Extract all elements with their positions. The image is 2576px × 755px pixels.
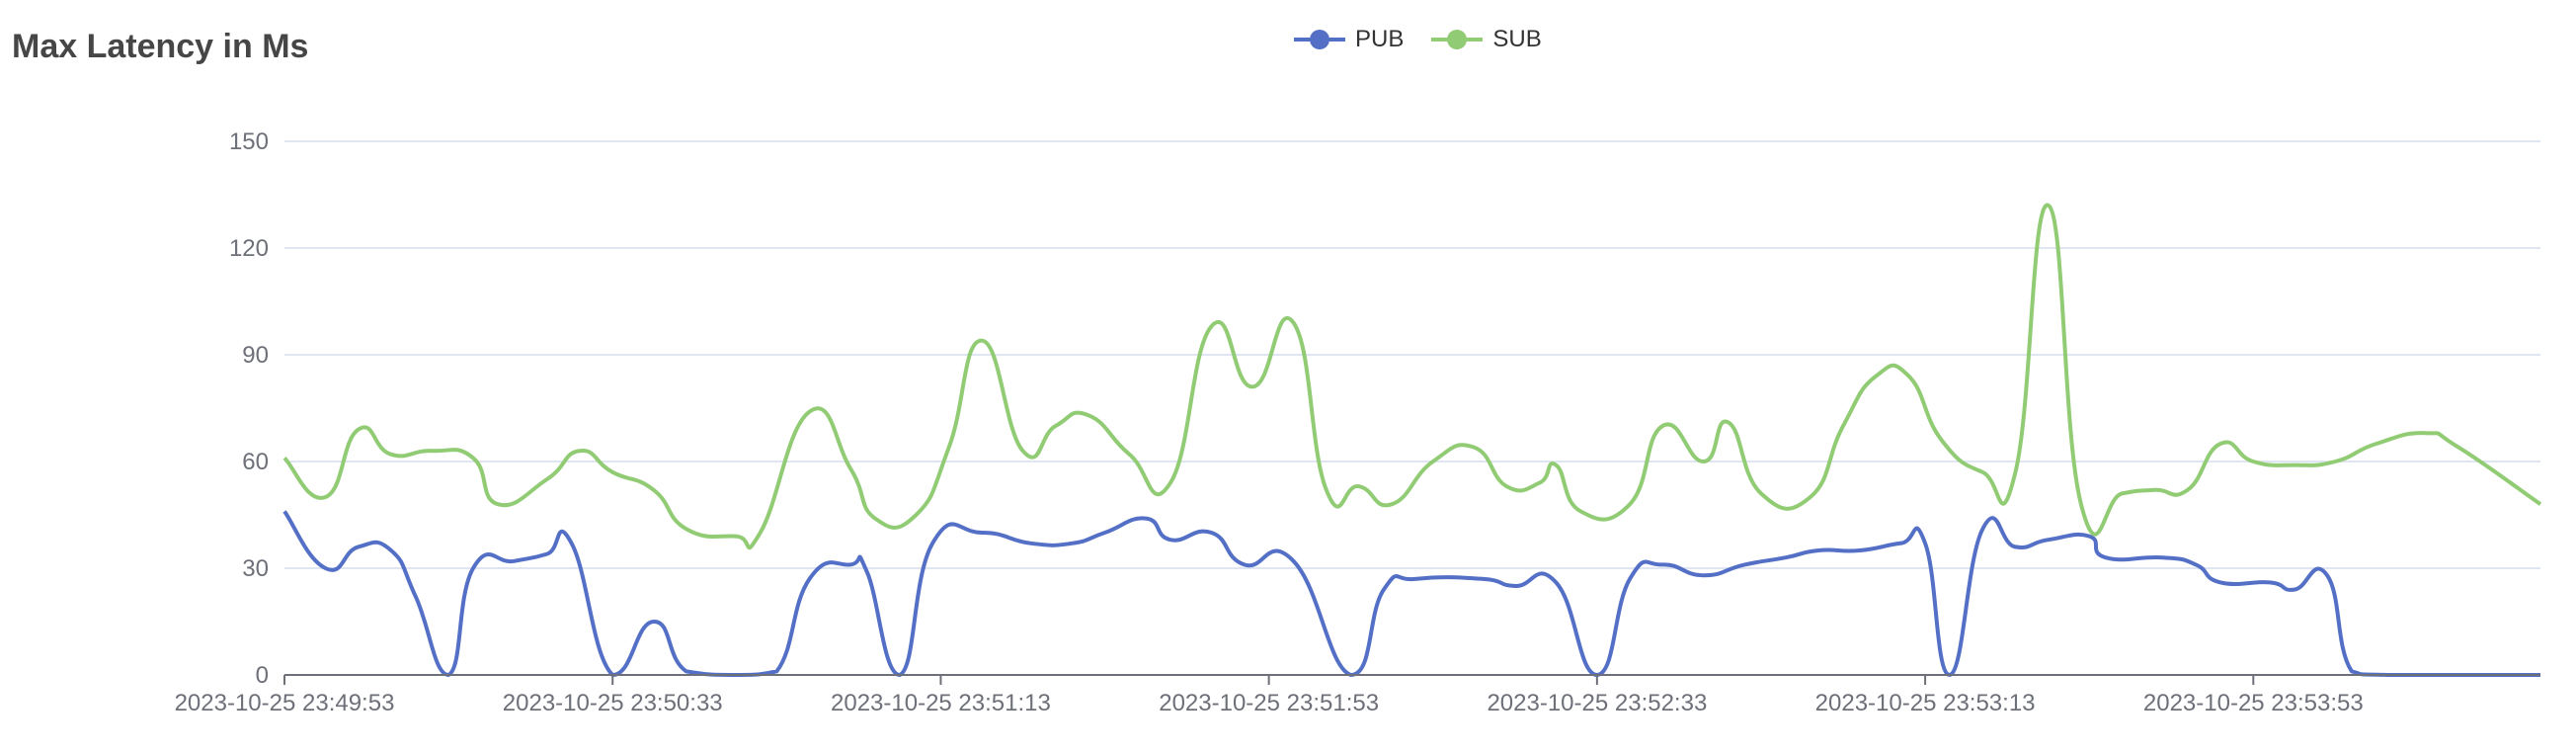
x-axis: 2023-10-25 23:49:53 2023-10-25 23:50:33 20… (175, 674, 2540, 716)
y-tick-label-60: 60 (242, 449, 269, 475)
x-tick-label-5: 2023-10-25 23:53:13 (1815, 690, 2036, 716)
x-tick-label-6: 2023-10-25 23:53:53 (2143, 690, 2364, 716)
series-line-sub (282, 203, 2542, 550)
legend-item-pub[interactable]: PUB (1294, 26, 1404, 53)
chart-title: Max Latency in Ms (12, 28, 309, 65)
chart-legend: PUB SUB (1294, 26, 1542, 53)
x-tick-label-4: 2023-10-25 23:52:33 (1487, 690, 1707, 716)
x-tick-label-1: 2023-10-25 23:50:33 (503, 690, 723, 716)
y-tick-label-90: 90 (242, 342, 269, 369)
legend-item-sub[interactable]: SUB (1431, 26, 1542, 53)
y-tick-label-120: 120 (229, 235, 269, 262)
y-tick-label-0: 0 (256, 662, 269, 689)
series-line-pub (282, 510, 2540, 678)
x-tick-label-2: 2023-10-25 23:51:13 (831, 690, 1051, 716)
y-tick-label-30: 30 (242, 555, 269, 582)
legend-pub-line-circle-icon (1294, 30, 1345, 49)
y-tick-label-150: 150 (229, 128, 269, 155)
legend-sub-line-circle-icon (1431, 30, 1484, 49)
legend-label-pub: PUB (1355, 26, 1405, 52)
y-axis-labels: 0 30 60 90 120 150 (229, 128, 269, 689)
x-tick-label-3: 2023-10-25 23:51:53 (1159, 690, 1379, 716)
grid-lines (284, 140, 2540, 569)
series-lines (282, 203, 2542, 678)
x-tick-label-0: 2023-10-25 23:49:53 (175, 690, 395, 716)
legend-label-sub: SUB (1492, 26, 1542, 52)
